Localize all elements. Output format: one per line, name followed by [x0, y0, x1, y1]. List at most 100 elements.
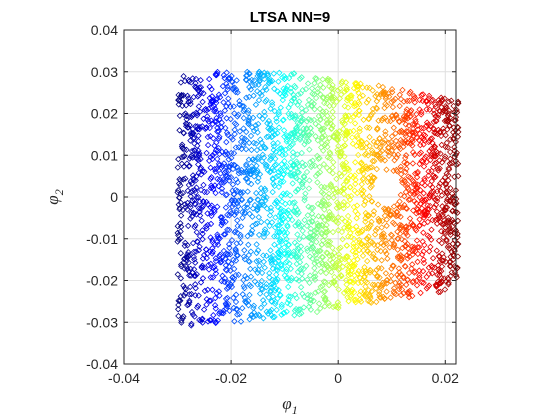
data-point — [402, 152, 410, 159]
data-point — [284, 223, 291, 230]
data-point — [394, 235, 402, 242]
data-point — [307, 225, 314, 232]
data-point — [174, 271, 181, 278]
data-point — [224, 294, 231, 302]
data-point — [278, 198, 286, 205]
data-point — [314, 89, 321, 96]
data-point — [355, 279, 362, 287]
data-point — [238, 102, 246, 110]
data-point — [211, 118, 218, 125]
data-point — [233, 291, 240, 298]
data-point — [383, 250, 390, 257]
data-point — [289, 149, 297, 156]
data-point — [347, 94, 355, 102]
data-point — [445, 219, 453, 226]
data-point — [268, 99, 276, 106]
data-point — [445, 98, 452, 105]
data-point — [368, 218, 375, 225]
data-point — [398, 138, 406, 146]
data-point — [331, 249, 338, 257]
data-point — [234, 217, 241, 224]
data-point — [357, 298, 365, 305]
data-point — [378, 265, 385, 272]
data-point — [390, 115, 397, 122]
data-point — [389, 142, 397, 149]
y-axis-label: φ2 — [43, 189, 66, 204]
data-point — [440, 254, 447, 261]
data-point — [244, 68, 251, 76]
data-point — [373, 105, 381, 112]
data-point — [206, 157, 213, 164]
data-point — [197, 279, 205, 286]
data-point — [253, 249, 260, 257]
data-point — [409, 261, 416, 268]
data-point — [177, 250, 184, 257]
data-point — [328, 268, 335, 276]
data-point — [256, 90, 264, 97]
data-point — [250, 302, 258, 309]
data-point — [356, 291, 363, 299]
data-point — [274, 276, 281, 283]
data-point — [355, 168, 362, 175]
data-point — [243, 161, 250, 168]
data-point — [330, 278, 337, 285]
data-point — [216, 235, 223, 242]
data-point — [382, 95, 389, 102]
data-point — [175, 201, 182, 208]
data-point — [411, 99, 418, 106]
data-point — [192, 84, 199, 91]
data-point — [415, 244, 423, 251]
data-point — [326, 149, 333, 156]
data-point — [237, 231, 244, 239]
data-point — [330, 133, 337, 141]
data-point — [371, 255, 378, 262]
data-point — [205, 266, 213, 273]
data-point — [423, 158, 430, 166]
data-point — [231, 126, 238, 133]
data-point — [366, 249, 373, 257]
y-tick-label: -0.03 — [86, 314, 118, 330]
data-point — [197, 317, 205, 325]
data-point — [403, 165, 410, 173]
data-point — [341, 88, 348, 95]
data-point — [398, 176, 406, 184]
data-point — [271, 313, 278, 321]
data-point — [243, 168, 250, 175]
data-point — [359, 144, 366, 151]
data-point — [213, 108, 220, 115]
data-point — [426, 233, 433, 241]
data-point — [311, 276, 319, 283]
data-point — [440, 125, 447, 132]
data-point — [315, 213, 322, 220]
data-point — [306, 234, 313, 241]
data-point — [192, 272, 199, 279]
data-point — [202, 105, 209, 113]
data-point — [374, 153, 381, 160]
data-point — [268, 258, 275, 266]
data-point — [323, 229, 331, 236]
data-point — [214, 231, 221, 238]
data-point — [201, 287, 209, 295]
data-point — [306, 272, 314, 279]
data-point — [408, 219, 415, 227]
data-point — [424, 218, 431, 226]
data-point — [204, 113, 211, 120]
data-point — [312, 75, 319, 82]
data-point — [267, 247, 274, 254]
data-point — [385, 152, 393, 159]
data-point — [284, 251, 291, 258]
data-point — [204, 318, 212, 325]
data-point — [286, 143, 294, 150]
data-point — [269, 188, 276, 196]
data-point — [388, 86, 396, 93]
data-point — [343, 262, 351, 269]
data-point — [326, 83, 333, 90]
data-point — [308, 102, 316, 109]
data-point — [313, 75, 320, 82]
data-point — [311, 269, 319, 277]
data-point — [281, 163, 288, 171]
data-point — [218, 219, 226, 226]
data-point — [320, 190, 327, 197]
data-point — [289, 130, 296, 137]
data-point — [234, 252, 241, 259]
